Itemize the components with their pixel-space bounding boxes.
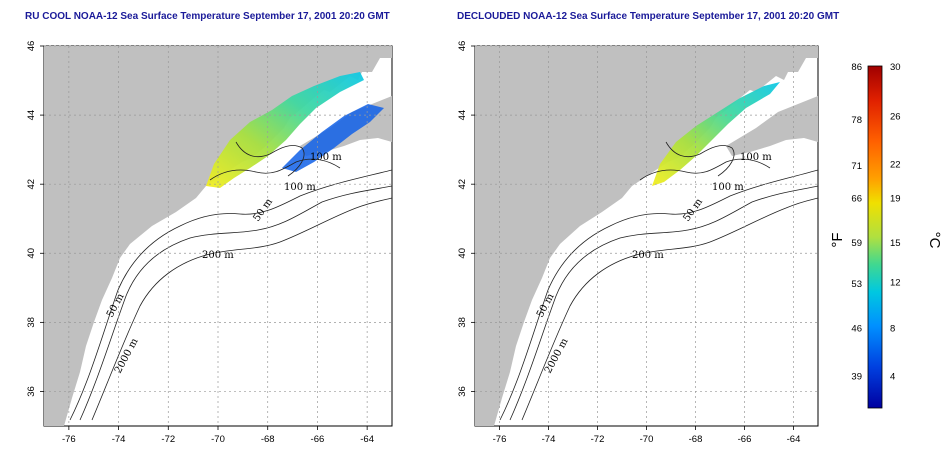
- y-tick-label: 40: [457, 248, 468, 259]
- colorbar-f-tick: 71: [851, 161, 862, 172]
- x-tick-label: -66: [738, 434, 752, 445]
- land-mass-left: [44, 46, 392, 426]
- map-title-left: RU COOL NOAA-12 Sea Surface Temperature …: [25, 11, 390, 22]
- contour-label-100m-a: 100 m: [310, 152, 342, 163]
- colorbar-c-tick: 12: [890, 277, 901, 288]
- colorbar-f-tick: 53: [851, 279, 862, 290]
- colorbar-f-tick: 59: [851, 238, 862, 249]
- x-tick-label: -70: [640, 434, 654, 445]
- land-mass-right: [475, 46, 818, 426]
- sst-patch-left: [206, 72, 364, 188]
- y-tick-label: 44: [457, 110, 468, 121]
- y-tick-label: 42: [457, 179, 468, 190]
- y-tick-label: 46: [457, 41, 468, 52]
- x-tick-label: -76: [62, 434, 76, 445]
- sst-patch-right: [652, 82, 780, 186]
- lat-lon-grid-left: -76 -74 -72 -70 -68 -66 -64 46 44 42 40 38 36: [26, 41, 392, 445]
- y-tick-label: 44: [26, 110, 37, 121]
- colorbar-f-tick: 66: [851, 194, 862, 205]
- colorbar-c-tick: 4: [890, 372, 895, 383]
- contour-label-100m-b: 100 m: [712, 182, 744, 193]
- x-tick-label: -68: [689, 434, 703, 445]
- bathymetry-contours-right: [499, 141, 818, 421]
- y-tick-label: 36: [457, 386, 468, 397]
- x-tick-label: -64: [360, 434, 374, 445]
- map-title-right: DECLOUDED NOAA-12 Sea Surface Temperatur…: [457, 11, 840, 22]
- contour-label-200m: 200 m: [632, 250, 664, 261]
- map-panel-left: 100 m 100 m 50 m 200 m 50 m 2000 m -76 -7…: [26, 41, 393, 445]
- contour-label-200m: 200 m: [202, 250, 234, 261]
- colorbar-c-tick: 19: [890, 194, 901, 205]
- colorbar-f-tick: 86: [851, 62, 862, 73]
- colorbar-c-tick: 30: [890, 62, 901, 73]
- y-tick-label: 38: [457, 317, 468, 328]
- contour-label-100m-b: 100 m: [284, 182, 316, 193]
- colorbar-gradient: [867, 65, 883, 409]
- map-panel-right: 100 m 100 m 50 m 200 m 50 m 2000 m -76 -7…: [457, 41, 819, 445]
- fahrenheit-unit-label: °F: [829, 232, 846, 247]
- celsius-unit-label: °C: [926, 232, 943, 249]
- colorbar-c-tick: 15: [890, 238, 901, 249]
- y-tick-label: 38: [26, 317, 37, 328]
- x-tick-label: -66: [311, 434, 325, 445]
- colorbar-f-tick: 46: [851, 324, 862, 335]
- colorbar-c-tick: 22: [890, 159, 901, 170]
- x-tick-label: -68: [261, 434, 275, 445]
- x-tick-label: -70: [211, 434, 225, 445]
- x-tick-label: -72: [591, 434, 605, 445]
- y-tick-label: 42: [26, 179, 37, 190]
- x-tick-label: -74: [112, 434, 126, 445]
- colorbar: °F °C 86 78 71 66 59 53 46 39 30 26 22 19 15 12 8 4: [829, 62, 943, 409]
- colorbar-c-tick: 26: [890, 112, 901, 123]
- colorbar-f-tick: 78: [851, 115, 862, 126]
- x-tick-label: -72: [161, 434, 175, 445]
- sst-cold-patch-left: [282, 104, 384, 172]
- x-tick-label: -74: [542, 434, 556, 445]
- x-tick-label: -76: [493, 434, 507, 445]
- bathymetry-contours-left: [69, 141, 392, 421]
- contour-label-100m-a: 100 m: [740, 152, 772, 163]
- lat-lon-grid-right: -76 -74 -72 -70 -68 -66 -64 46 44 42 40 38 36: [457, 41, 818, 445]
- nova-scotia-right: [726, 96, 818, 156]
- y-tick-label: 40: [26, 248, 37, 259]
- colorbar-c-tick: 8: [890, 324, 895, 335]
- y-tick-label: 36: [26, 386, 37, 397]
- colorbar-f-tick: 39: [851, 372, 862, 383]
- x-tick-label: -64: [787, 434, 801, 445]
- y-tick-label: 46: [26, 41, 37, 52]
